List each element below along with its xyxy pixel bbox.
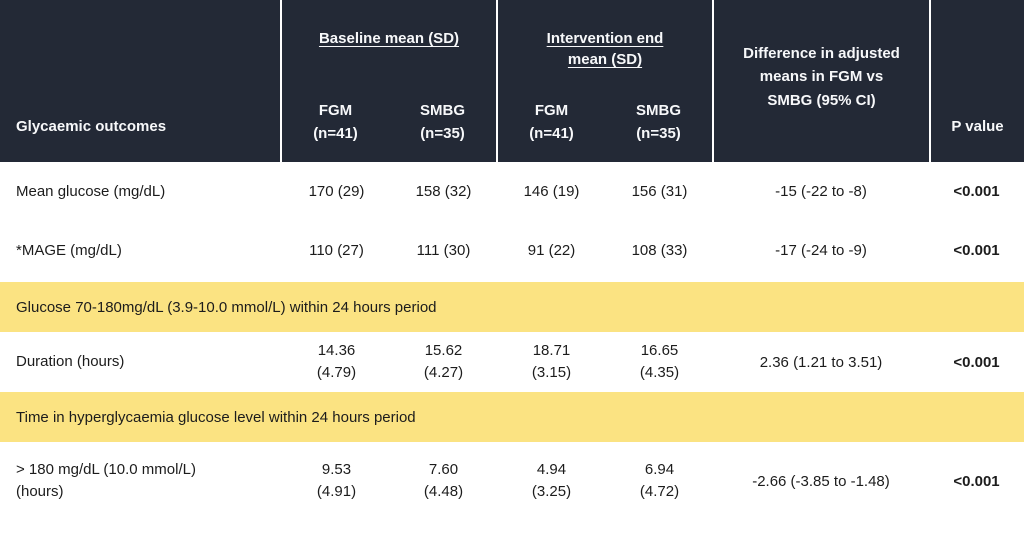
column-header-label: Glycaemic outcomes [16, 118, 167, 135]
table-row-mage: *MAGE (mg/dL) 110 (27) 111 (30) 91 (22) … [0, 221, 1024, 280]
table-row-mean-glucose: Mean glucose (mg/dL) 170 (29) 158 (32) 1… [0, 162, 1024, 221]
subcolumn-header-intervention-smbg: SMBG (n=35) [636, 102, 681, 142]
table-row-duration: Duration (hours) 14.36 (4.79) 15.62 (4.2… [0, 334, 1024, 390]
row-label: > 180 mg/dL (10.0 mmol/L) (hours) [16, 461, 196, 500]
column-header-difference: Difference in adjusted means in FGM vs S… [714, 0, 929, 162]
section-row-hyperglycaemia: Time in hyperglycaemia glucose level wit… [0, 390, 1024, 444]
cell-difference: -2.66 (-3.85 to -1.48) [752, 472, 890, 490]
cell-difference: -15 (-22 to -8) [775, 183, 867, 200]
cell-difference: 2.36 (1.21 to 3.51) [759, 353, 883, 371]
table-row-above-180: > 180 mg/dL (10.0 mmol/L) (hours) 9.53 (… [0, 444, 1024, 518]
row-label: *MAGE (mg/dL) [16, 241, 122, 259]
cell-baseline-fgm: 110 (27) [309, 241, 364, 259]
column-header-difference-label: Difference in adjusted means in FGM vs S… [743, 45, 900, 109]
cell-baseline-fgm: 14.36 (4.79) [316, 342, 357, 381]
group-header-baseline: Baseline mean (SD) FGM (n=41) SMBG (n=35… [282, 0, 496, 162]
row-label: Mean glucose (mg/dL) [16, 182, 166, 200]
column-header-glycaemic-outcomes: Glycaemic outcomes [0, 0, 280, 162]
cell-baseline-fgm: 9.53 (4.91) [316, 461, 357, 500]
cell-baseline-smbg: 15.62 (4.27) [423, 342, 464, 381]
cell-p-value: <0.001 [953, 183, 1000, 200]
section-label: Glucose 70-180mg/dL (3.9-10.0 mmol/L) wi… [16, 298, 437, 316]
subcolumn-header-intervention-fgm: FGM (n=41) [529, 102, 574, 142]
cell-p-value: <0.001 [953, 472, 1000, 490]
cell-intervention-fgm: 91 (22) [527, 241, 576, 259]
subcolumn-header-baseline-fgm: FGM (n=41) [313, 102, 358, 142]
cell-intervention-fgm: 146 (19) [523, 182, 580, 200]
group-header-intervention-end: Intervention end mean (SD) FGM (n=41) SM… [498, 0, 712, 162]
cell-intervention-smbg: 156 (31) [631, 182, 688, 200]
cell-baseline-smbg: 158 (32) [415, 182, 472, 200]
cell-intervention-fgm: 4.94 (3.25) [531, 461, 572, 500]
cell-intervention-smbg: 6.94 (4.72) [639, 461, 680, 500]
subcolumn-header-baseline-smbg: SMBG (n=35) [420, 102, 465, 142]
column-header-p-value: P value [931, 0, 1024, 162]
group-title-intervention-end: Intervention end mean (SD) [546, 30, 664, 68]
column-header-p-value-label: P value [951, 118, 1004, 135]
section-row-glucose-range: Glucose 70-180mg/dL (3.9-10.0 mmol/L) wi… [0, 280, 1024, 334]
cell-p-value: <0.001 [953, 242, 1000, 259]
cell-intervention-smbg: 108 (33) [631, 241, 688, 259]
row-label: Duration (hours) [16, 353, 125, 370]
table-header: Glycaemic outcomes Baseline mean (SD) FG… [0, 0, 1024, 162]
cell-baseline-smbg: 111 (30) [416, 241, 471, 259]
cell-intervention-fgm: 18.71 (3.15) [531, 342, 572, 381]
cell-p-value: <0.001 [953, 353, 1000, 371]
group-subheaders-baseline: FGM (n=41) SMBG (n=35) [282, 100, 496, 145]
group-subheaders-intervention-end: FGM (n=41) SMBG (n=35) [498, 100, 712, 145]
cell-baseline-smbg: 7.60 (4.48) [423, 461, 464, 500]
section-label: Time in hyperglycaemia glucose level wit… [16, 408, 416, 426]
cell-baseline-fgm: 170 (29) [308, 182, 365, 200]
cell-intervention-smbg: 16.65 (4.35) [639, 342, 680, 381]
cell-difference: -17 (-24 to -9) [775, 242, 867, 259]
group-title-baseline: Baseline mean (SD) [318, 30, 460, 47]
